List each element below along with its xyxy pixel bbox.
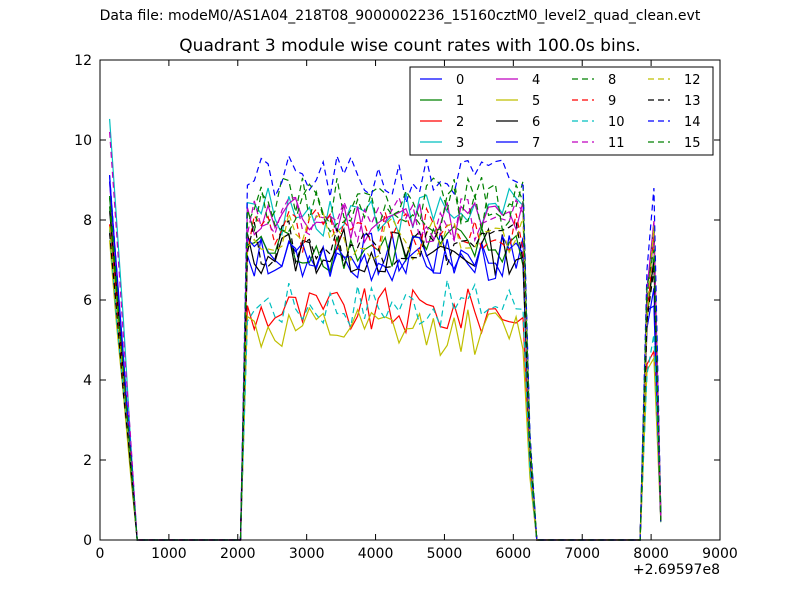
legend-label-9: 9 <box>608 94 616 109</box>
x-tick-label-8000: 8000 <box>633 546 669 562</box>
legend-label-14: 14 <box>684 115 701 130</box>
series-line-11 <box>109 131 662 541</box>
series-line-7 <box>109 181 662 541</box>
legend-label-3: 3 <box>456 136 464 151</box>
y-tick-label-0: 0 <box>83 533 92 549</box>
legend-label-11: 11 <box>608 136 625 151</box>
series-line-3 <box>109 118 662 541</box>
series-line-10 <box>109 229 662 541</box>
x-tick-label-6000: 6000 <box>496 546 532 562</box>
legend-label-5: 5 <box>532 94 540 109</box>
series-line-4 <box>109 181 662 541</box>
legend-label-1: 1 <box>456 94 464 109</box>
y-tick-label-10: 10 <box>74 133 92 149</box>
chart-title: Quadrant 3 module wise count rates with … <box>179 36 641 56</box>
legend-label-15: 15 <box>684 136 701 151</box>
series-line-2 <box>109 224 662 541</box>
series-line-8 <box>109 176 662 541</box>
series-line-14 <box>109 153 662 541</box>
figure-suptitle: Data file: modeM0/AS1A04_218T08_90000022… <box>99 8 701 24</box>
x-tick-label-0: 0 <box>96 546 105 562</box>
y-tick-label-8: 8 <box>83 213 92 229</box>
series-line-0 <box>109 174 662 541</box>
x-tick-label-5000: 5000 <box>427 546 463 562</box>
x-offset-label: +2.69597e8 <box>632 562 720 578</box>
series-line-12 <box>109 211 662 541</box>
y-tick-label-2: 2 <box>83 453 92 469</box>
legend-label-8: 8 <box>608 73 616 88</box>
y-tick-label-6: 6 <box>83 293 92 309</box>
legend-label-6: 6 <box>532 115 540 130</box>
legend-label-13: 13 <box>684 94 701 109</box>
series-line-1 <box>109 197 662 541</box>
series-layer <box>109 118 662 541</box>
legend-box <box>409 66 714 156</box>
x-tick-label-4000: 4000 <box>358 546 394 562</box>
x-tick-label-2000: 2000 <box>220 546 256 562</box>
series-line-15 <box>109 182 662 541</box>
legend-label-0: 0 <box>456 73 464 88</box>
series-line-6 <box>109 210 662 541</box>
legend-label-2: 2 <box>456 115 464 130</box>
ticks-layer: 0 1000 2000 3000 4000 5000 6000 7000 8000 9000 0 2 4… <box>74 53 738 562</box>
x-tick-label-3000: 3000 <box>289 546 325 562</box>
legend-label-12: 12 <box>684 73 701 88</box>
x-tick-label-7000: 7000 <box>564 546 600 562</box>
legend-label-4: 4 <box>532 73 540 88</box>
series-line-5 <box>109 240 662 541</box>
legend-label-7: 7 <box>532 136 540 151</box>
y-tick-label-4: 4 <box>83 373 92 389</box>
y-tick-label-12: 12 <box>74 53 92 69</box>
x-tick-label-1000: 1000 <box>151 546 187 562</box>
legend-label-10: 10 <box>608 115 625 130</box>
x-tick-label-9000: 9000 <box>702 546 738 562</box>
series-line-13 <box>109 219 662 541</box>
